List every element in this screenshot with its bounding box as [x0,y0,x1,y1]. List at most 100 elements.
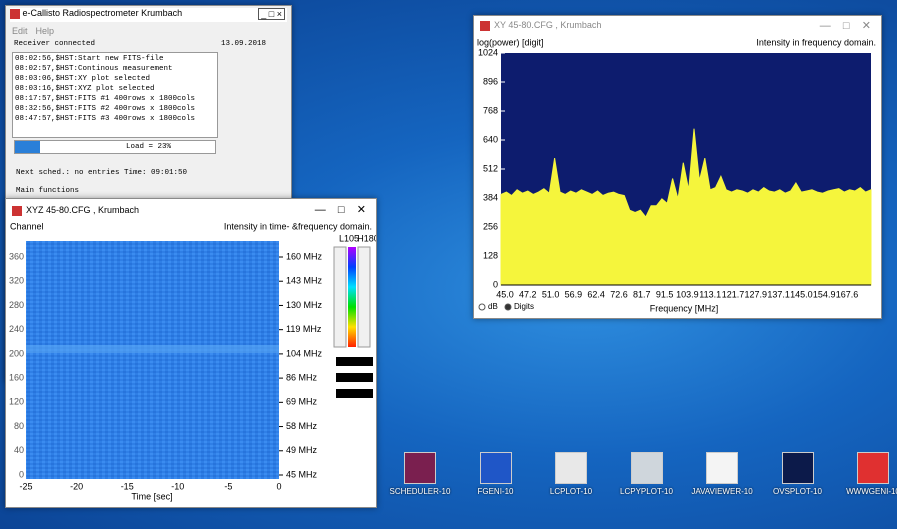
y-tick-label: 160 [9,372,24,382]
xy-chart: log(power) [digit] Intensity in frequenc… [477,37,876,313]
y-tick-label: 0 [493,279,498,289]
x-tick-label: -5 [224,481,232,491]
desktop-icon[interactable]: JAVAVIEWER-10 [687,452,757,496]
toggle[interactable] [336,373,373,382]
y-axis-label: log(power) [digit] [477,37,544,47]
low-label: L105 [339,233,359,243]
spectrogram [26,241,279,479]
radio[interactable] [478,303,486,311]
log-box: 08:02:56,$HST:Start new FITS-file 08:02:5… [12,52,218,138]
x-tick-label: 62.4 [587,289,605,299]
desktop-icon[interactable]: WWWGENI-10 [838,452,897,496]
spectrogram-band [26,345,279,353]
app-icon [10,8,20,19]
x-tick-label: 121.7 [722,289,745,299]
y-tick-label: 200 [9,348,24,358]
y-tick-label: 128 [483,250,498,260]
icon-image [706,452,738,484]
low-slider[interactable] [333,246,347,348]
icon-label: JAVAVIEWER-10 [691,487,753,496]
x-tick-label: 45.0 [496,289,514,299]
icon-label: LCPYPLOT-10 [620,487,673,496]
main-functions: Main functions [16,187,80,195]
load: Load = 23% [126,143,172,151]
y-tick-label: 280 [9,300,24,310]
x-tick-label: 72.6 [610,289,628,299]
log-line: 08:02:56,$HST:Start new FITS-file [15,55,164,63]
x-axis-label: Time [sec] [131,491,172,501]
y-tick-label: 320 [9,276,24,286]
title-text: XYZ 45-80.CFG , Krumbach [26,205,140,215]
log-line: 08:17:57,$HST:FITS #1 400rows x 1800cols [15,95,196,103]
freq-label: 160 MHz [286,251,323,261]
log-line: 08:32:56,$HST:FITS #2 400rows x 1800cols [15,105,196,113]
desktop-icon[interactable]: SCHEDULER-10 [385,452,455,496]
desktop-icon[interactable]: LCPYPLOT-10 [612,452,682,496]
icon-label: FGENI-10 [477,487,514,496]
icon-label: LCPLOT-10 [549,487,593,496]
spectrum-area [500,128,872,286]
x-tick-label: 113.1 [699,289,721,299]
status: Receiver connected [14,40,96,48]
window-controls[interactable]: _ □ × [258,8,285,20]
y-tick-label: 896 [483,76,498,86]
y-axis-label: Channel [10,221,44,231]
freq-label: 45 MHz [286,469,318,479]
radio-label: dB [488,302,498,311]
freq-label: 49 MHz [286,445,318,455]
icon-label: SCHEDULER-10 [389,487,451,496]
toggle[interactable] [336,389,373,398]
y-tick-label: 80 [14,421,24,431]
log-line: 08:03:06,$HST:XY plot selected [15,75,151,83]
desktop-icon[interactable]: FGENI-10 [461,452,531,496]
x-tick-label: 91.5 [656,289,674,299]
freq-label: 104 MHz [286,348,323,358]
toggle[interactable] [336,357,373,366]
desktop-icon[interactable]: OVSPLOT-10 [763,452,833,496]
freq-label: 86 MHz [286,372,318,382]
log-line: 08:02:57,$HST:Continous measurement [15,65,173,73]
x-tick-label: 47.2 [519,289,537,299]
menu-item[interactable]: Edit [12,26,28,36]
x-tick-label: 137.1 [767,289,790,299]
y-tick-label: 360 [9,251,24,261]
x-tick-label: 103.9 [676,289,699,299]
icon-image [857,452,889,484]
y-tick-label: 512 [483,163,498,173]
desktop-icon[interactable]: LCPLOT-10 [536,452,606,496]
freq-label: 143 MHz [286,276,323,286]
x-tick-label: 0 [276,481,281,491]
icon-label: WWWGENI-10 [846,487,897,496]
freq-label: 119 MHz [286,324,322,334]
x-tick-label: 81.7 [633,289,651,299]
y-tick-label: 0 [19,469,24,479]
high-slider[interactable] [357,246,371,348]
radio-label: Digits [514,302,534,311]
icon-image [555,452,587,484]
y-tick-label: 768 [483,105,498,115]
xyz-chart: Channel Intensity in time- &frequency do… [9,221,376,501]
y-tick-label: 640 [483,134,498,144]
chart-subtitle: Intensity in frequency domain. [756,37,876,47]
log-line: 08:03:16,$HST:XYZ plot selected [15,85,155,93]
icon-image [404,452,436,484]
icon-image [781,452,814,484]
icon-image [479,452,512,484]
schedule: Next sched.: no entries Time: 09:01:50 [16,169,188,177]
high-label: H180 [357,233,376,243]
xy-window: XY 45-80.CFG , Krumbach — □ ✕ log(power)… [473,15,882,319]
window-controls[interactable]: — □ ✕ [819,20,871,32]
x-tick-label: 145.0 [790,289,813,299]
freq-label: 130 MHz [286,300,323,310]
window-controls[interactable]: — □ ✕ [314,204,366,216]
date: 13.09.2018 [221,40,267,48]
progress-fill [15,141,40,153]
menu-item[interactable]: Help [35,26,55,36]
y-tick-label: 1024 [478,47,498,57]
x-tick-label: 127.9 [745,289,768,299]
x-axis-label: Frequency [MHz] [650,303,719,313]
icon-label: OVSPLOT-10 [773,487,822,496]
y-tick-label: 240 [9,324,24,334]
radio[interactable] [504,303,512,311]
